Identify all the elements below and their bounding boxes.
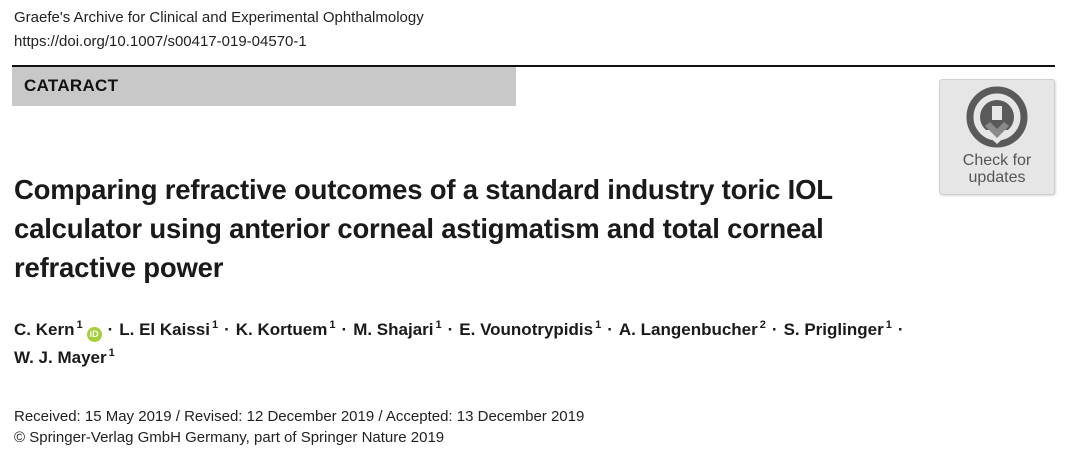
author-separator: · [341,320,348,339]
author-separator: · [607,320,613,339]
author-separator: · [107,320,114,339]
header-rule [12,65,1055,67]
author[interactable]: E. Vounotrypidis 1 [459,319,602,340]
author-name: A. Langenbucher [618,320,758,339]
affiliation-marker: 1 [885,319,892,331]
author-list: C. Kern 1iD · L. El Kaissi 1 · K. Kortuem 1 · M. … [14,316,1024,372]
author-separator: · [771,320,778,339]
crossmark-icon [966,86,1028,148]
author[interactable]: K. Kortuem 1 [235,319,336,340]
publication-dates: Received: 15 May 2019 / Revised: 12 Dece… [14,408,585,425]
affiliation-marker: 1 [435,319,442,331]
author[interactable]: W. J. Mayer 1 [14,347,115,368]
author-separator: · [897,320,904,339]
check-for-updates-line2: updates [968,169,1026,186]
author-name: L. El Kaissi [119,320,210,339]
article-title: Comparing refractive outcomes of a stand… [14,174,833,283]
author-separator: · [447,320,454,339]
section-label: CATARACT [24,76,119,95]
author[interactable]: C. Kern 1iD [14,319,102,342]
author-separator: · [224,320,230,339]
author[interactable]: A. Langenbucher 2 [618,319,766,340]
copyright-notice: © Springer-Verlag GmbH Germany, part of … [14,429,445,446]
author-name: M. Shajari [353,320,434,339]
journal-name: Graefe's Archive for Clinical and Experi… [14,9,424,26]
affiliation-marker: 1 [211,319,219,331]
affiliation-marker: 1 [108,347,115,359]
author-name: E. Vounotrypidis [459,320,594,339]
orcid-icon[interactable]: iD [86,327,102,342]
affiliation-marker: 1 [329,319,336,331]
author-name: W. J. Mayer [14,348,107,367]
author-name: S. Priglinger [783,320,884,339]
section-band: CATARACT [12,67,516,106]
author-name: C. Kern [14,320,75,339]
affiliation-marker: 2 [759,319,766,331]
author[interactable]: M. Shajari 1 [353,319,442,340]
author-name: K. Kortuem [235,320,328,339]
affiliation-marker: 1 [595,319,602,331]
check-for-updates-button[interactable]: Check for updates [939,79,1055,195]
author[interactable]: L. El Kaissi 1 [119,319,219,340]
check-for-updates-line1: Check for [962,152,1032,169]
doi-link[interactable]: https://doi.org/10.1007/s00417-019-04570… [14,33,307,50]
author[interactable]: S. Priglinger 1 [783,319,892,340]
affiliation-marker: 1 [76,319,83,331]
